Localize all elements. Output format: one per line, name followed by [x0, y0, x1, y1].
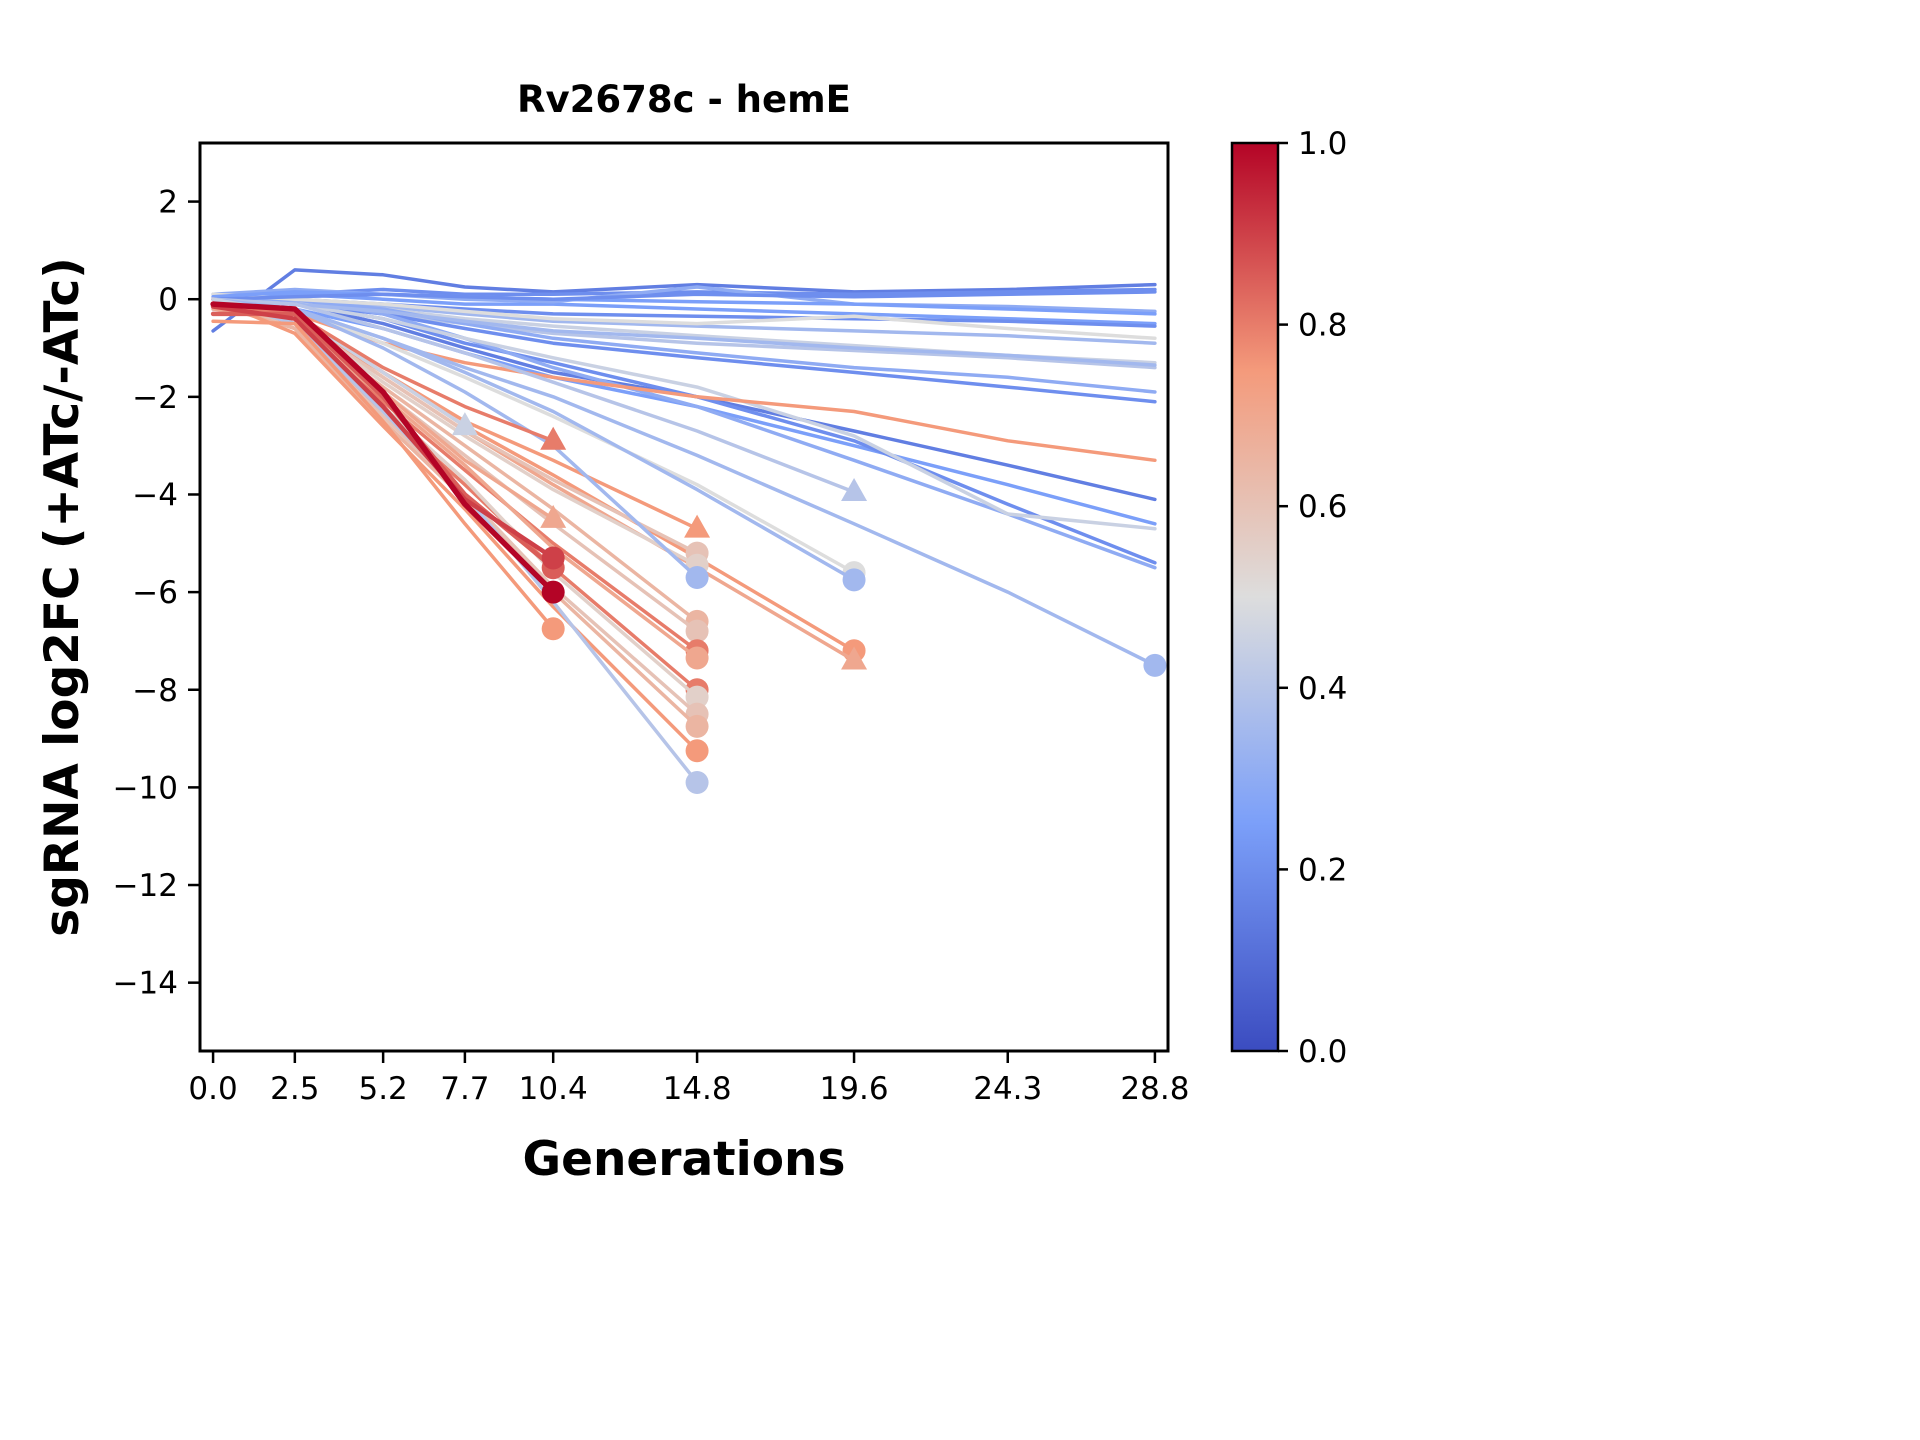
y-tick-label: 2: [158, 185, 178, 221]
x-tick-label: 5.2: [358, 1071, 407, 1107]
endpoint-triangle-marker: [540, 426, 567, 450]
endpoint-triangle-marker: [841, 646, 868, 670]
y-tick-label: −4: [132, 477, 178, 513]
colorbar-tick-label: 0.4: [1298, 671, 1347, 707]
endpoint-circle-marker: [842, 568, 866, 592]
colorbar-tick-label: 1.0: [1298, 126, 1347, 162]
chart-title: Rv2678c - hemE: [517, 78, 851, 121]
y-tick-label: 0: [158, 282, 178, 318]
endpoint-circle-marker: [541, 580, 565, 604]
endpoint-circle-marker: [685, 646, 709, 670]
endpoint-circle-marker: [685, 619, 709, 643]
sgRNA-trace: [211, 297, 1157, 367]
sgRNA-trace: [211, 292, 1157, 341]
endpoint-triangle-marker: [540, 504, 567, 528]
sgRNA-trace: [211, 297, 1157, 570]
x-tick-label: 19.6: [820, 1071, 889, 1107]
colorbar-tick-label: 0.2: [1298, 852, 1347, 888]
endpoint-circle-marker: [541, 617, 565, 641]
endpoint-circle-marker: [685, 714, 709, 738]
axes-frame: [198, 141, 1170, 1053]
colorbar-ticks: 0.0 0.2 0.4 0.6 0.8 1.0: [1278, 126, 1347, 1070]
x-tick-label: 14.8: [663, 1071, 732, 1107]
y-tick-label: −8: [132, 673, 178, 709]
colorbar-tick-label: 0.0: [1298, 1034, 1347, 1070]
x-tick-label: 0.0: [188, 1071, 237, 1107]
sgRNA-trace: [211, 297, 1157, 531]
colorbar: 0.0 0.2 0.4 0.6 0.8 1.0: [1230, 126, 1347, 1070]
endpoint-circle-marker: [685, 739, 709, 763]
endpoint-triangle-marker: [684, 514, 711, 538]
plot-area: [200, 143, 1168, 1051]
x-axis-label: Generations: [523, 1132, 846, 1187]
endpoint-circle-marker: [685, 771, 709, 795]
endpoint-circle-marker: [685, 685, 709, 709]
sgRNA-trace: [211, 297, 856, 494]
x-tick-label: 28.8: [1120, 1071, 1189, 1107]
y-axis-ticks: 2 0 −2 −4 −6 −8 −10 −12 −14: [113, 185, 200, 1002]
y-tick-label: −2: [132, 380, 178, 416]
sgRNA-trace: [210, 301, 556, 595]
y-tick-label: −6: [132, 575, 178, 611]
endpoint-circle-marker: [685, 565, 709, 589]
colorbar-tick-label: 0.8: [1298, 308, 1347, 344]
sgRNA-trace: [210, 304, 556, 561]
series-lines: [210, 268, 1167, 795]
sgRNA-trace: [211, 268, 1157, 333]
colorbar-gradient: [1230, 141, 1280, 1053]
x-tick-label: 2.5: [270, 1071, 319, 1107]
y-tick-label: −12: [113, 868, 178, 904]
sgRNA-trace: [211, 319, 555, 631]
endpoint-circle-marker: [1143, 653, 1167, 677]
y-tick-label: −14: [113, 966, 178, 1002]
colorbar-tick-label: 0.6: [1298, 489, 1347, 525]
y-tick-label: −10: [113, 770, 178, 806]
x-tick-label: 24.3: [973, 1071, 1042, 1107]
sgRNA-trace: [211, 290, 1157, 301]
y-axis-label: sgRNA log2FC (+ATc/-ATc): [35, 257, 90, 936]
x-tick-label: 10.4: [519, 1071, 588, 1107]
x-tick-label: 7.7: [440, 1071, 489, 1107]
sgRNA-trace: [211, 302, 555, 443]
x-axis-ticks: 0.0 2.5 5.2 7.7 10.4 14.8 19.6 24.3 28.8: [188, 1051, 1189, 1107]
endpoint-triangle-marker: [451, 412, 478, 436]
endpoint-triangle-marker: [841, 478, 868, 502]
endpoint-circle-marker: [541, 546, 565, 570]
